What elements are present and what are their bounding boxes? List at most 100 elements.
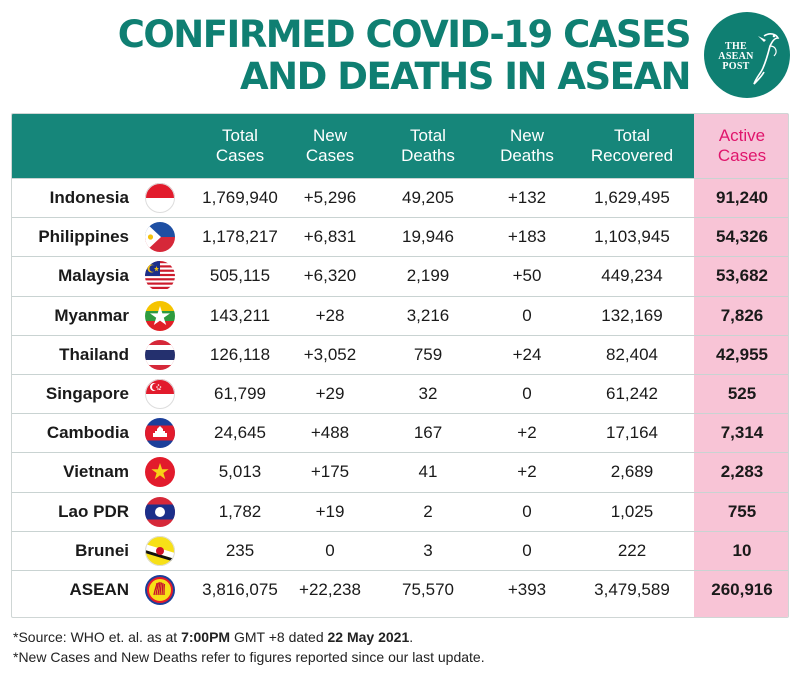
cell-new-deaths: 0 — [522, 501, 532, 521]
page-title: CONFIRMED COVID-19 CASES AND DEATHS IN A… — [0, 13, 692, 98]
cell-total-cases: 235 — [225, 540, 255, 560]
cell-total-deaths: 49,205 — [402, 188, 454, 207]
table-row: Indonesia 1,769,940 +5,296 49,205 +132 1,629,… — [12, 178, 788, 217]
title-line-2: AND DEATHS IN ASEAN — [240, 55, 691, 98]
cell-new-cases: +6,320 — [303, 266, 357, 286]
cell-new-deaths: +393 — [507, 580, 547, 599]
cell-active-cases: 525 — [727, 384, 757, 403]
cell-total-cases: 3,816,075 — [202, 580, 278, 599]
cell-total-recovered: 82,404 — [606, 344, 658, 364]
cell-new-cases: 0 — [325, 540, 335, 560]
cell-active-cases: 755 — [727, 501, 757, 521]
cambodia-flag-icon — [145, 418, 175, 449]
cell-total-cases: 1,769,940 — [202, 188, 278, 207]
cell-total-deaths: 2,199 — [406, 266, 450, 286]
cell-new-deaths: +2 — [517, 423, 537, 443]
cell-new-deaths: +24 — [512, 344, 542, 364]
cell-total-recovered: 61,242 — [606, 384, 658, 403]
table-row: Malaysia 505,115 +6,320 2,199 +50 449,234 53,6… — [12, 256, 788, 295]
header-new-deaths: New Deaths — [500, 126, 554, 165]
cell-total-cases: 126,118 — [209, 344, 271, 364]
country-name: Lao PDR — [58, 501, 129, 521]
footnote-source: *Source: WHO et. al. as at 7:00PM GMT +8… — [13, 629, 414, 645]
indonesia-flag-icon — [145, 183, 175, 213]
cell-active-cases: 7,826 — [720, 305, 764, 325]
cell-new-deaths: 0 — [522, 305, 532, 325]
covid-table: Total Cases New Cases Total Deaths New D… — [11, 113, 789, 618]
myanmar-flag-icon — [145, 300, 175, 331]
cell-active-cases: 91,240 — [716, 188, 768, 207]
table-row: Thailand 126,118 +3,052 759 +24 82,404 42,955 — [12, 334, 788, 374]
cell-total-recovered: 17,164 — [606, 423, 658, 443]
asean-post-logo: THE ASEAN POST — [704, 12, 790, 98]
cell-new-cases: +19 — [315, 501, 345, 521]
cell-new-cases: +6,831 — [303, 227, 357, 247]
table-row: Vietnam 5,013 +175 41 +2 2,689 2,283 — [12, 452, 788, 491]
thailand-flag-icon — [145, 339, 175, 370]
active-column-highlight — [694, 114, 788, 617]
cell-total-cases: 5,013 — [218, 462, 262, 482]
cell-active-cases: 10 — [732, 540, 752, 560]
header-active-cases: Active Cases — [717, 126, 767, 165]
table-header — [12, 114, 788, 178]
cell-new-cases: +28 — [315, 305, 345, 325]
cell-total-recovered: 1,025 — [610, 501, 654, 521]
table-row: Singapore 61,799 +29 32 0 61,242 525 — [12, 374, 788, 413]
malaysia-flag-icon — [145, 261, 175, 292]
cell-new-cases: +22,238 — [299, 580, 361, 599]
vietnam-flag-icon — [145, 457, 175, 488]
cell-new-deaths: +2 — [517, 462, 537, 482]
cell-total-recovered: 449,234 — [601, 266, 663, 286]
footnote-definition: *New Cases and New Deaths refer to figur… — [13, 649, 485, 665]
cell-new-deaths: +132 — [507, 188, 547, 207]
country-name: Vietnam — [63, 462, 129, 482]
cell-active-cases: 53,682 — [716, 266, 768, 286]
cell-total-deaths: 41 — [418, 462, 438, 482]
table-row: Cambodia 24,645 +488 167 +2 17,164 7,314 — [12, 413, 788, 452]
cell-total-deaths: 2 — [423, 501, 433, 521]
cell-total-deaths: 167 — [413, 423, 443, 443]
cell-active-cases: 42,955 — [716, 344, 768, 364]
singapore-flag-icon — [145, 379, 175, 409]
cell-total-cases: 143,211 — [209, 305, 271, 325]
header-total-deaths: Total Deaths — [401, 126, 455, 165]
header-new-cases: New Cases — [305, 126, 355, 165]
table-row: Brunei 235 0 3 0 222 10 — [12, 530, 788, 570]
cell-total-recovered: 222 — [617, 540, 647, 560]
asean-emblem-icon — [145, 575, 175, 605]
header-total-cases: Total Cases — [215, 126, 265, 165]
cell-new-cases: +5,296 — [303, 188, 357, 207]
country-name: Myanmar — [54, 305, 129, 325]
cell-active-cases: 54,326 — [716, 227, 768, 247]
cell-new-deaths: 0 — [522, 540, 532, 560]
cell-total-recovered: 3,479,589 — [594, 580, 670, 599]
active-header-highlight — [694, 114, 788, 178]
country-name: Brunei — [75, 540, 129, 560]
country-name: Singapore — [45, 384, 129, 403]
table-row: ASEAN 3,816,075 +22,238 75,570 +393 3,479,589… — [12, 570, 788, 609]
country-name: Cambodia — [46, 423, 129, 443]
cell-total-deaths: 3 — [423, 540, 433, 560]
country-name: ASEAN — [69, 580, 129, 599]
cell-active-cases: 2,283 — [720, 462, 764, 482]
table-row: Myanmar 143,211 +28 3,216 0 132,169 7,826 — [12, 295, 788, 335]
cell-active-cases: 7,314 — [720, 423, 764, 443]
title-line-1: CONFIRMED COVID-19 CASES — [117, 13, 692, 56]
country-name: Indonesia — [49, 188, 129, 207]
cell-active-cases: 260,916 — [711, 580, 773, 599]
cell-total-deaths: 75,570 — [402, 580, 454, 599]
cell-total-cases: 24,645 — [214, 423, 266, 443]
cell-total-cases: 61,799 — [214, 384, 266, 403]
country-name: Philippines — [38, 227, 129, 247]
cell-total-cases: 505,115 — [209, 266, 271, 286]
cell-new-deaths: +50 — [512, 266, 542, 286]
bird-icon — [753, 33, 780, 85]
cell-new-cases: +488 — [310, 423, 350, 443]
logo-text: THE ASEAN POST — [718, 41, 754, 72]
cell-total-recovered: 132,169 — [601, 305, 663, 325]
cell-new-deaths: 0 — [522, 384, 532, 403]
table-row: Lao PDR 1,782 +19 2 0 1,025 755 — [12, 491, 788, 531]
cell-total-deaths: 19,946 — [402, 227, 454, 247]
cell-total-deaths: 32 — [418, 384, 438, 403]
brunei-flag-icon — [145, 535, 175, 566]
